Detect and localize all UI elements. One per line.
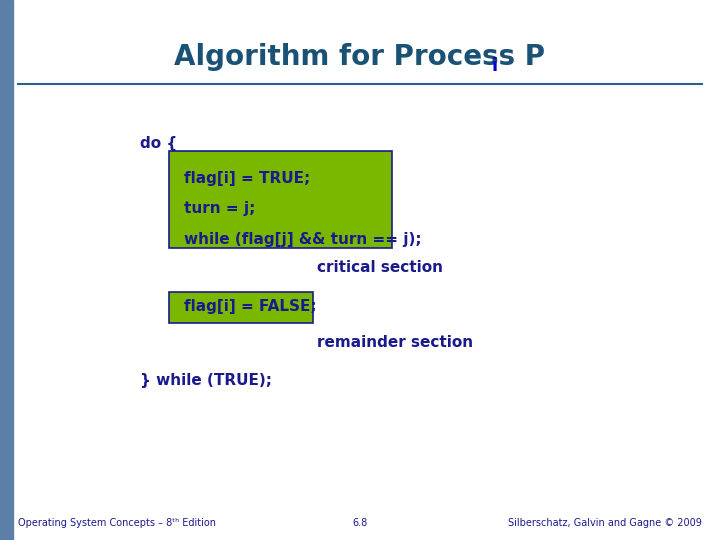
Text: Algorithm for Process P: Algorithm for Process P: [174, 43, 546, 71]
Text: remainder section: remainder section: [317, 335, 473, 350]
Text: critical section: critical section: [317, 260, 443, 275]
FancyBboxPatch shape: [169, 292, 313, 323]
Text: flag[i] = FALSE;: flag[i] = FALSE;: [184, 299, 316, 314]
Text: 6.8: 6.8: [352, 518, 368, 528]
Text: i: i: [492, 57, 498, 76]
FancyBboxPatch shape: [169, 151, 392, 248]
Text: flag[i] = TRUE;: flag[i] = TRUE;: [184, 171, 310, 186]
Bar: [0, 0, 13, 540]
Text: turn = j;: turn = j;: [184, 201, 255, 217]
Text: while (flag[j] && turn == j);: while (flag[j] && turn == j);: [184, 232, 421, 247]
Text: Operating System Concepts – 8ᵗʰ Edition: Operating System Concepts – 8ᵗʰ Edition: [18, 518, 216, 528]
Text: do {: do {: [140, 136, 178, 151]
Text: Silberschatz, Galvin and Gagne © 2009: Silberschatz, Galvin and Gagne © 2009: [508, 518, 702, 528]
Text: } while (TRUE);: } while (TRUE);: [140, 373, 272, 388]
